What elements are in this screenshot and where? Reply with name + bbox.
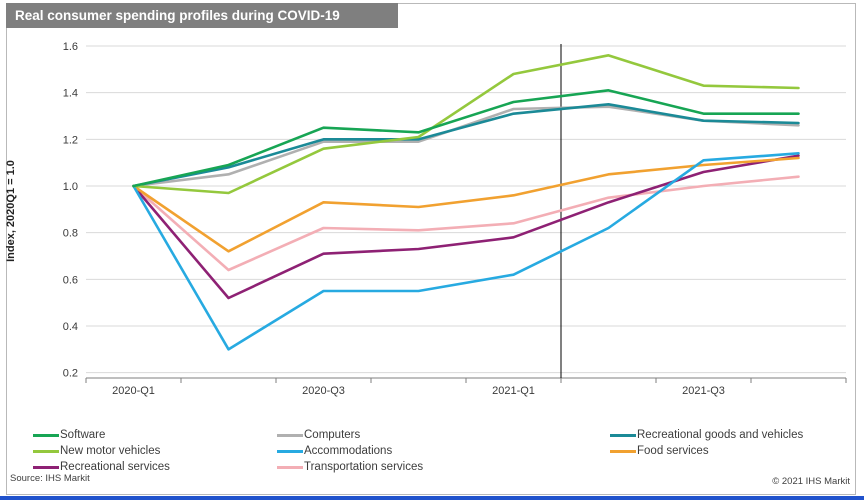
legend-label: New motor vehicles — [60, 445, 161, 457]
chart-title: Real consumer spending profiles during C… — [15, 8, 340, 23]
legend-swatch-food-services — [610, 449, 636, 453]
legend-column-1: Software New motor vehicles Recreational… — [33, 427, 170, 475]
svg-text:2021-Q1: 2021-Q1 — [492, 385, 535, 397]
legend-swatch-computers — [277, 433, 303, 437]
legend-label: Food services — [637, 445, 709, 457]
source-note: Source: IHS Markit — [10, 473, 90, 484]
legend-swatch-new-motor-vehicles — [33, 449, 59, 453]
legend-item-recreational-services: Recreational services — [33, 459, 170, 475]
legend-label: Software — [60, 429, 106, 441]
svg-text:2020-Q1: 2020-Q1 — [112, 385, 155, 397]
legend-column-2: Computers Accommodations Transportation … — [277, 427, 423, 475]
legend-label: Recreational goods and vehicles — [637, 429, 804, 441]
svg-text:0.2: 0.2 — [63, 368, 78, 380]
y-axis-title: Index, 2020Q1 = 1.0 — [5, 160, 17, 262]
svg-text:0.6: 0.6 — [63, 274, 78, 286]
svg-text:1.6: 1.6 — [63, 41, 78, 53]
legend-label: Recreational services — [60, 461, 170, 473]
brand-bar — [0, 496, 864, 500]
legend-swatch-transportation-services — [277, 465, 303, 469]
legend-label: Transportation services — [304, 461, 424, 473]
legend-swatch-software — [33, 433, 59, 437]
legend-item-recreational-goods: Recreational goods and vehicles — [610, 427, 803, 443]
legend-item-new-motor-vehicles: New motor vehicles — [33, 443, 170, 459]
svg-text:0.8: 0.8 — [63, 228, 78, 240]
legend-swatch-accommodations — [277, 449, 303, 453]
svg-text:2020-Q3: 2020-Q3 — [302, 385, 345, 397]
legend-item-computers: Computers — [277, 427, 423, 443]
svg-text:1.0: 1.0 — [63, 181, 78, 193]
legend-swatch-recreational-goods — [610, 433, 636, 437]
copyright-note: © 2021 IHS Markit — [772, 476, 850, 487]
chart-title-bar: Real consumer spending profiles during C… — [6, 3, 398, 28]
legend-column-3: Recreational goods and vehicles Food ser… — [610, 427, 803, 459]
legend-label: Accommodations — [304, 445, 393, 457]
legend-label: Computers — [304, 429, 361, 441]
legend-item-accommodations: Accommodations — [277, 443, 423, 459]
legend-swatch-recreational-services — [33, 465, 59, 469]
legend-item-food-services: Food services — [610, 443, 803, 459]
svg-text:1.4: 1.4 — [63, 88, 78, 100]
legend-item-software: Software — [33, 427, 170, 443]
svg-text:2021-Q3: 2021-Q3 — [682, 385, 725, 397]
legend-item-transportation-services: Transportation services — [277, 459, 423, 475]
svg-text:0.4: 0.4 — [63, 321, 78, 333]
svg-text:1.2: 1.2 — [63, 134, 78, 146]
